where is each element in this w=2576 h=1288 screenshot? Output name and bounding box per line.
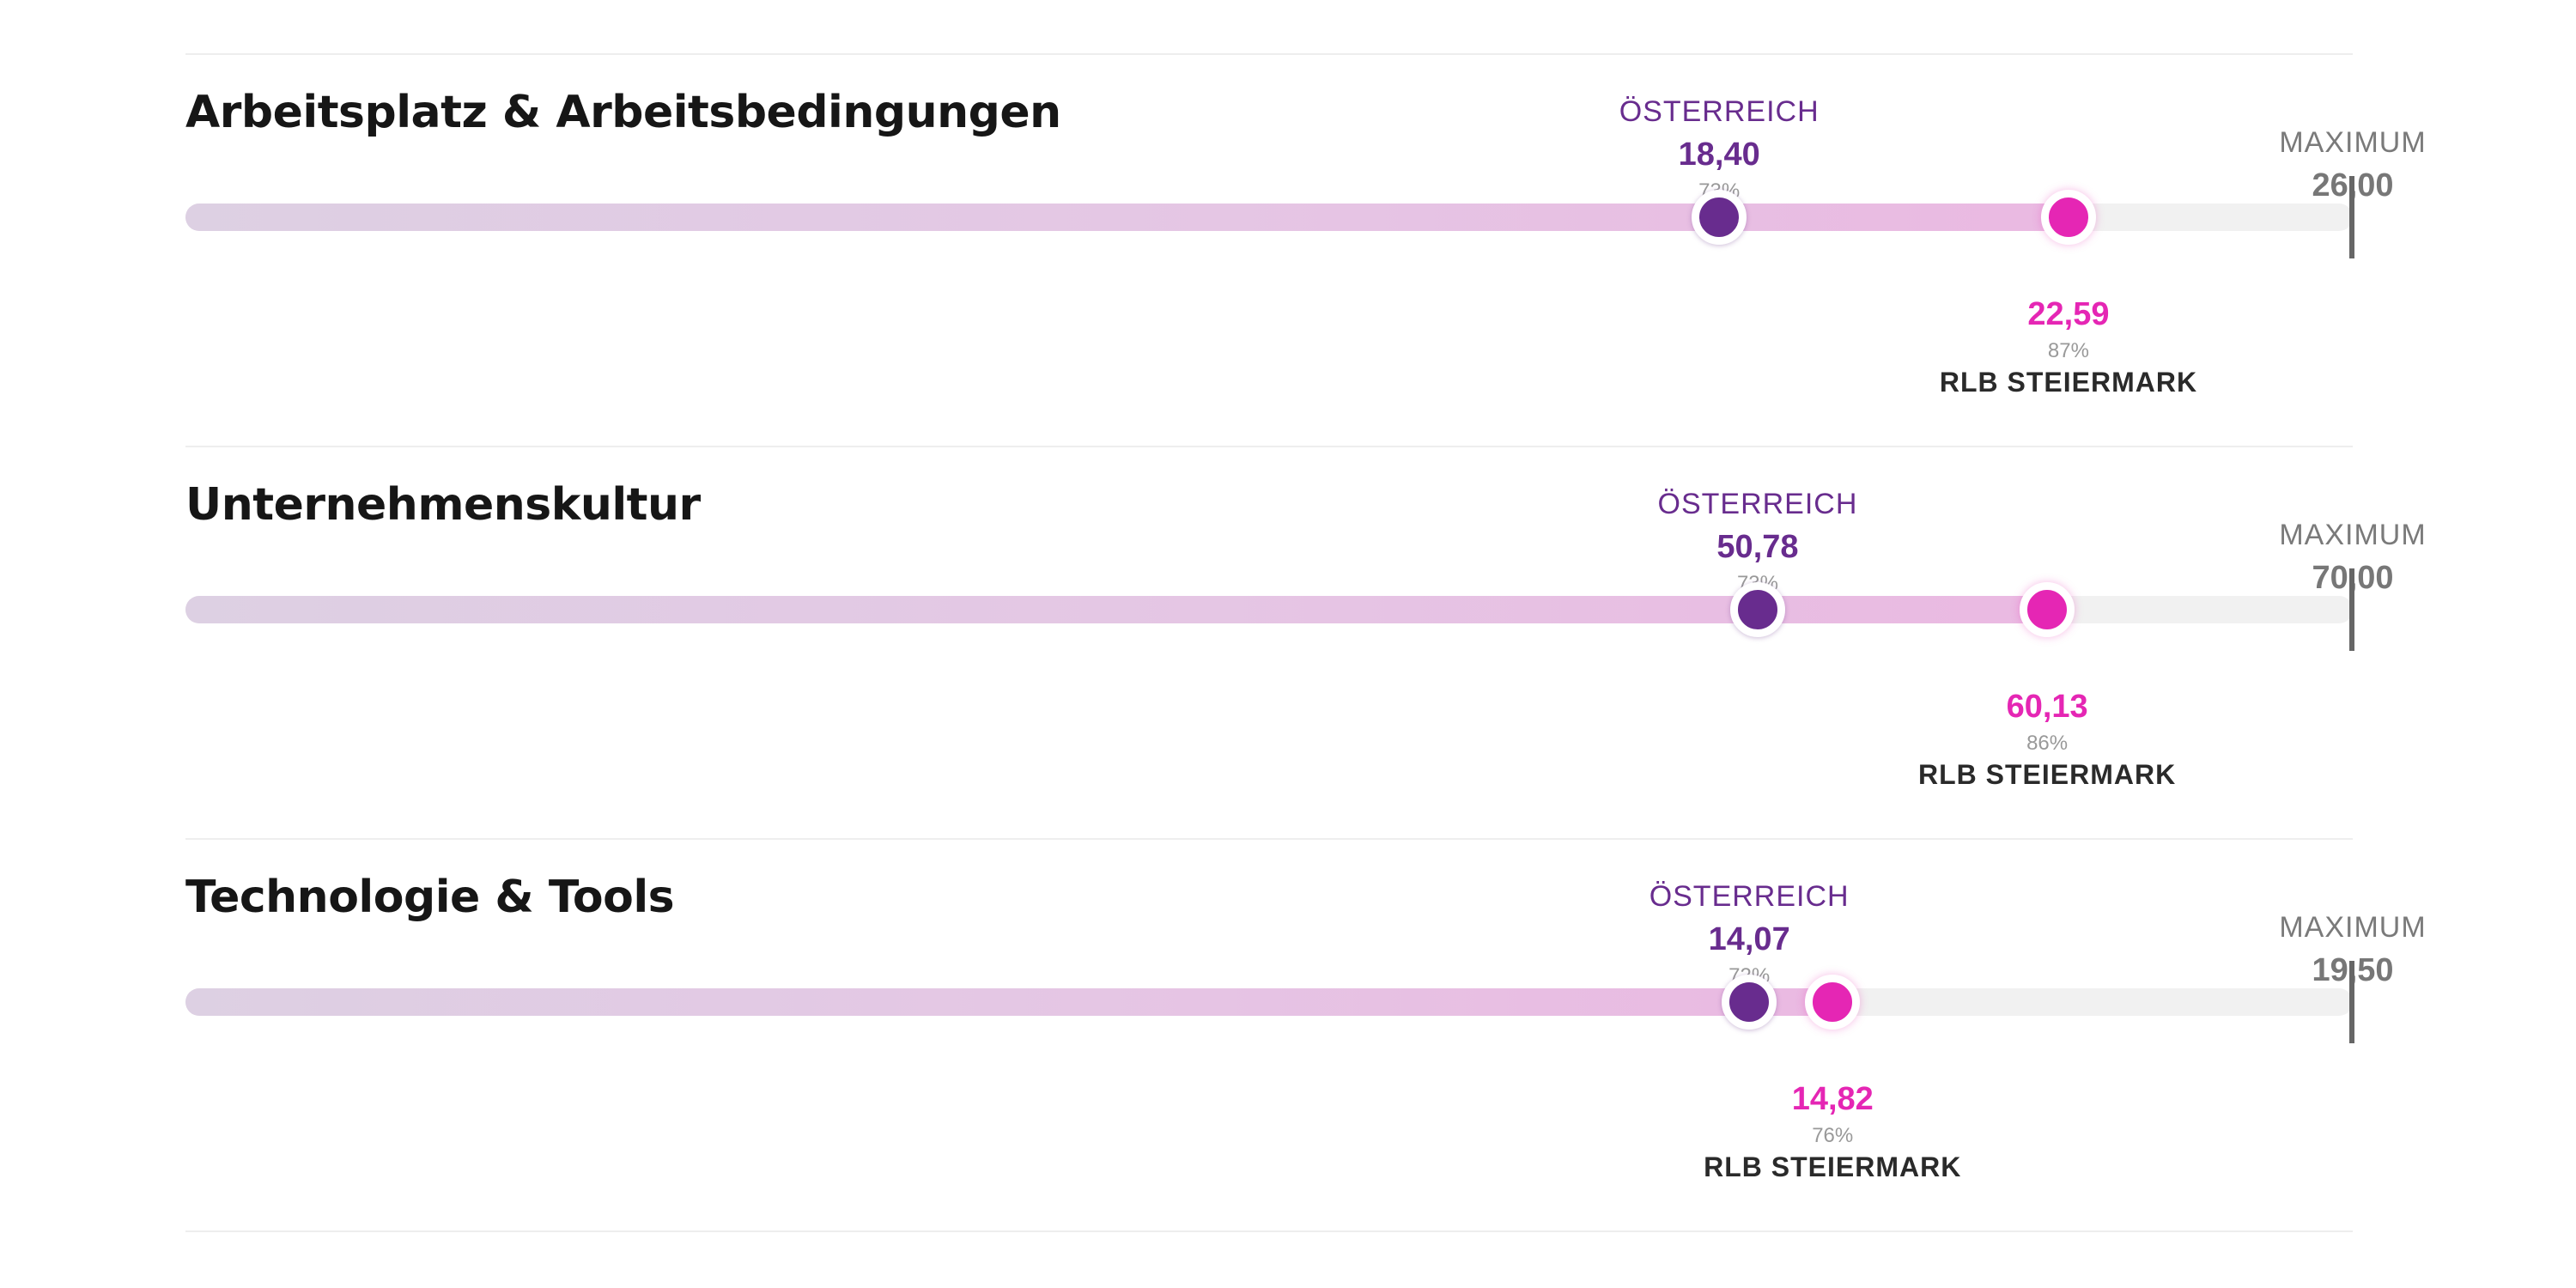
rlb-label: RLB STEIERMARK [1704, 1151, 1962, 1182]
maximum-label: MAXIMUM [2279, 519, 2427, 551]
maximum-marker [2349, 568, 2354, 651]
section-divider [185, 446, 2353, 447]
rlb-percent: 86% [2026, 732, 2069, 755]
score-track-fill [185, 988, 1833, 1016]
section-divider [185, 838, 2353, 840]
maximum-marker [2349, 176, 2354, 258]
rlb-label: RLB STEIERMARK [1918, 759, 2177, 790]
rlb-value: 14,82 [1791, 1081, 1874, 1117]
benchmark-section-workplace: Arbeitsplatz & Arbeitsbedingungen ÖSTERR… [0, 54, 2576, 446]
benchmark-section-culture: Unternehmenskultur ÖSTERREICH 50,78 73% … [0, 447, 2576, 838]
score-track [185, 988, 2353, 1016]
rlb-percent: 87% [2047, 339, 2089, 362]
austria-label: ÖSTERREICH [1619, 95, 1820, 128]
section-title: Arbeitsplatz & Arbeitsbedingungen [185, 87, 1061, 138]
maximum-label: MAXIMUM [2279, 911, 2427, 944]
rlb-label: RLB STEIERMARK [1939, 367, 2198, 398]
austria-marker[interactable] [1729, 582, 1785, 637]
austria-value: 50,78 [1716, 529, 1799, 565]
austria-value: 18,40 [1678, 137, 1760, 173]
score-track-fill [185, 204, 2069, 231]
rlb-percent: 76% [1812, 1124, 1854, 1147]
austria-value: 14,07 [1708, 921, 1790, 957]
rlb-marker[interactable] [2020, 582, 2075, 637]
section-title: Technologie & Tools [185, 872, 675, 923]
rlb-marker[interactable] [1805, 975, 1861, 1030]
rlb-marker[interactable] [2040, 190, 2096, 245]
rlb-value: 22,59 [2027, 296, 2110, 332]
top-divider [185, 53, 2353, 55]
maximum-marker [2349, 961, 2354, 1043]
benchmark-section-technology: Technologie & Tools ÖSTERREICH 14,07 72%… [0, 839, 2576, 1230]
section-title: Unternehmenskultur [185, 479, 701, 531]
score-track [185, 204, 2353, 231]
austria-marker[interactable] [1722, 975, 1777, 1030]
austria-marker[interactable] [1692, 190, 1747, 245]
austria-label: ÖSTERREICH [1657, 488, 1858, 520]
bottom-divider [185, 1230, 2353, 1232]
austria-label: ÖSTERREICH [1649, 880, 1850, 913]
rlb-value: 60,13 [2006, 689, 2088, 725]
maximum-label: MAXIMUM [2279, 126, 2427, 159]
